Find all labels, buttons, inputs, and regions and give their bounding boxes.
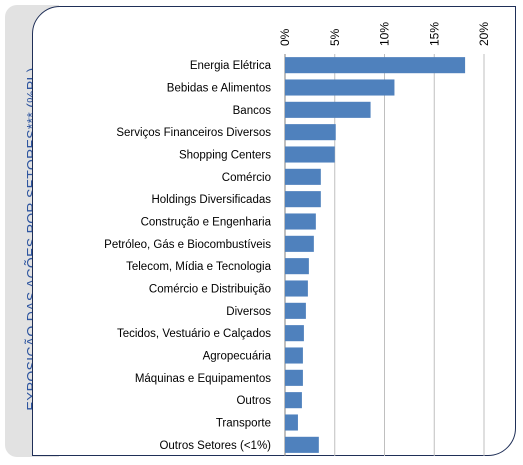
category-label: Outros Setores (<1%): [159, 440, 271, 452]
category-label: Telecom, Mídia e Tecnologia: [126, 261, 271, 273]
category-label: Energia Elétrica: [190, 60, 272, 72]
bar: [285, 191, 321, 207]
category-label: Transporte: [216, 418, 271, 430]
bar: [285, 303, 306, 319]
bar: [285, 79, 394, 95]
category-label: Outros: [236, 395, 271, 407]
bar: [285, 213, 316, 229]
x-tick-label: 0%: [278, 28, 292, 46]
bar: [285, 325, 304, 341]
category-label: Agropecuária: [203, 351, 272, 363]
bar: [285, 124, 336, 140]
bar: [285, 102, 371, 118]
category-label: Bebidas e Alimentos: [167, 83, 271, 95]
x-tick-label: 5%: [328, 28, 342, 46]
category-label: Máquinas e Equipamentos: [135, 373, 271, 385]
bars: [285, 57, 465, 453]
bar: [285, 392, 302, 408]
category-label: Bancos: [233, 105, 272, 117]
bar: [285, 414, 298, 430]
x-tick-label: 20%: [477, 22, 491, 46]
bar: [285, 146, 335, 162]
category-label: Petróleo, Gás e Biocombustíveis: [104, 239, 271, 251]
bar: [285, 370, 303, 386]
bar: [285, 437, 319, 453]
category-label: Diversos: [226, 306, 271, 318]
bar: [285, 280, 308, 296]
category-label: Serviços Financeiros Diversos: [116, 127, 271, 139]
bar: [285, 236, 314, 252]
category-label: Shopping Centers: [179, 150, 271, 162]
bar: [285, 57, 465, 73]
category-label: Holdings Diversificadas: [151, 194, 271, 206]
x-tick-label: 15%: [427, 22, 441, 46]
bar: [285, 169, 321, 185]
bar: [285, 347, 303, 363]
bar: [285, 258, 309, 274]
category-label: Comércio: [222, 172, 271, 184]
x-axis-ticks: 0% 5% 10% 15% 20%: [278, 22, 491, 46]
category-label: Comércio e Distribuição: [149, 284, 271, 296]
x-tick-label: 10%: [378, 22, 392, 46]
category-labels: Energia Elétrica Bebidas e Alimentos Banco…: [104, 60, 271, 452]
category-label: Construção e Engenharia: [141, 217, 272, 229]
category-label: Tecidos, Vestuário e Calçados: [117, 328, 271, 340]
